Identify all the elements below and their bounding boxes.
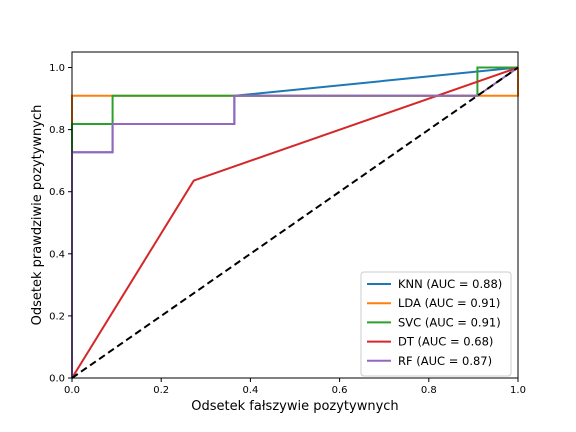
y-tick-label: 1.0 [49,63,65,74]
axes-layer: 0.0 0.2 0.4 0.6 0.8 1.0 0.0 0.2 0.4 0.6 0.8 1.0 [49,51,526,396]
x-tick-label: 0.0 [64,385,80,396]
chance-diagonal-line [71,66,519,379]
y-tick-label: 0.8 [49,125,65,136]
x-tick-label: 0.8 [421,385,437,396]
y-tick-label: 0.0 [49,374,65,385]
x-tick-label: 0.4 [242,385,258,396]
y-tick-label: 0.4 [49,249,65,260]
legend-label-lda: LDA (AUC = 0.91) [398,296,500,310]
plot-frame [71,51,519,379]
legend-label-rf: RF (AUC = 0.87) [398,354,492,368]
x-axis-title: Odsetek fałszywie pozytywnych [191,399,398,414]
legend-label-dt: DT (AUC = 0.68) [398,335,493,349]
legend-label-knn: KNN (AUC = 0.88) [398,277,502,291]
y-tick-label: 0.6 [49,187,65,198]
series-line-dt [71,66,519,379]
x-tick-label: 0.6 [332,385,348,396]
x-tick-label: 0.2 [153,385,169,396]
x-tick-label: 1.0 [510,385,526,396]
y-axis-title: Odsetek prawdziwie pozytywnych [30,105,45,326]
legend-box [360,271,512,377]
y-tick-label: 0.2 [49,311,65,322]
series-line-rf [71,66,519,378]
legend-label-svc: SVC (AUC = 0.91) [398,315,501,329]
legend: KNN (AUC = 0.88) LDA (AUC = 0.91) SVC (AUC… [360,271,512,377]
